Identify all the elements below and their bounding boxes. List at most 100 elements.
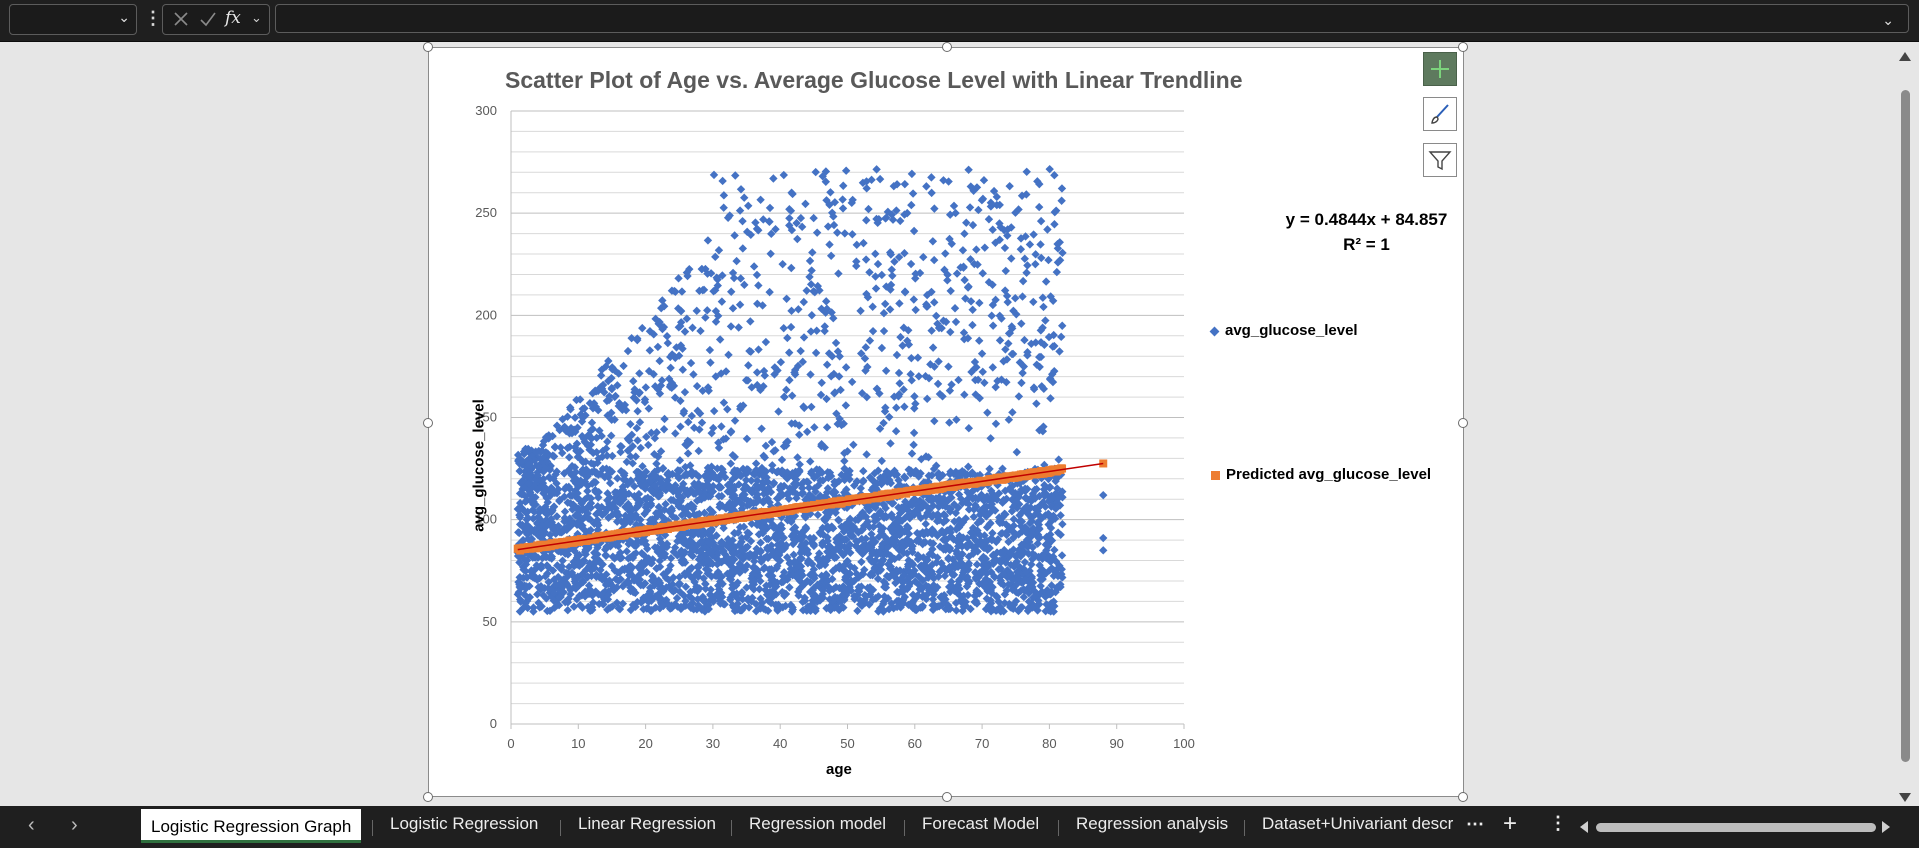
scatter-point bbox=[670, 543, 680, 552]
resize-handle-top[interactable] bbox=[942, 42, 952, 52]
scatter-point bbox=[1025, 537, 1034, 547]
scatter-point bbox=[567, 568, 577, 578]
chevron-down-icon[interactable]: ⌄ bbox=[251, 10, 262, 25]
scatter-point bbox=[773, 606, 782, 615]
chevron-left-icon[interactable]: ‹ bbox=[28, 814, 35, 836]
scatter-point bbox=[693, 594, 702, 604]
scatter-point bbox=[724, 350, 733, 360]
scatter-point bbox=[623, 346, 633, 356]
tab-regression-model[interactable]: Regression model bbox=[749, 814, 887, 833]
scatter-point bbox=[787, 188, 796, 197]
chart-object[interactable]: 0 50 100 150 200 250 300 0 10 20 30 40 50 60 70 80 90 100… bbox=[423, 42, 1468, 802]
scatter-point bbox=[686, 587, 695, 596]
resize-handle-bottom[interactable] bbox=[942, 792, 952, 802]
scatter-point bbox=[641, 495, 651, 504]
resize-handle-bottom-right[interactable] bbox=[1458, 792, 1468, 802]
resize-handle-bottom-left[interactable] bbox=[423, 792, 433, 802]
scatter-point bbox=[989, 556, 999, 565]
scatter-point bbox=[659, 425, 669, 434]
scatter-point bbox=[733, 578, 742, 587]
chart-filters-button[interactable] bbox=[1423, 143, 1457, 177]
scatter-point bbox=[597, 502, 606, 512]
scatter-point bbox=[822, 488, 832, 497]
resize-handle-left[interactable] bbox=[423, 418, 433, 428]
formula-input[interactable]: ⌄ bbox=[275, 4, 1909, 33]
expand-formula-bar-icon[interactable]: ⌄ bbox=[1882, 12, 1894, 28]
scatter-point bbox=[900, 179, 910, 189]
scatter-point bbox=[1046, 292, 1055, 301]
vertical-scrollbar[interactable] bbox=[1897, 44, 1913, 806]
scatter-point bbox=[735, 605, 744, 615]
scatter-point bbox=[836, 385, 845, 395]
chevron-right-icon[interactable]: › bbox=[71, 814, 78, 836]
scatter-point bbox=[1018, 276, 1028, 286]
scatter-point bbox=[922, 302, 931, 311]
scatter-point bbox=[988, 321, 998, 330]
trendline-label[interactable]: y = 0.4844x + 84.857 R² = 1 bbox=[1279, 207, 1454, 257]
scatter-point bbox=[1011, 294, 1020, 303]
resize-handle-right[interactable] bbox=[1458, 418, 1468, 428]
scroll-up-arrow-icon[interactable] bbox=[1899, 52, 1911, 61]
vertical-scroll-thumb[interactable] bbox=[1901, 90, 1910, 762]
scatter-point bbox=[522, 520, 532, 529]
tab-linear-regression[interactable]: Linear Regression bbox=[578, 814, 716, 833]
scatter-point bbox=[1042, 532, 1052, 542]
scatter-point bbox=[856, 545, 865, 555]
scatter-point bbox=[1035, 362, 1044, 372]
scatter-point bbox=[528, 514, 538, 523]
scatter-point bbox=[879, 597, 889, 606]
scatter-point bbox=[930, 362, 939, 371]
scatter-point bbox=[628, 459, 637, 468]
chart-title[interactable]: Scatter Plot of Age vs. Average Glucose … bbox=[505, 67, 1243, 93]
scatter-point bbox=[1039, 384, 1049, 394]
scatter-point bbox=[527, 452, 536, 461]
scatter-point bbox=[996, 223, 1005, 232]
scatter-point bbox=[778, 259, 787, 269]
x-axis-title[interactable]: age bbox=[826, 761, 852, 778]
y-axis-title[interactable]: avg_glucose_level bbox=[470, 399, 488, 532]
scatter-point bbox=[715, 596, 725, 605]
scroll-down-arrow-icon[interactable] bbox=[1899, 793, 1911, 802]
legend-entry-predicted[interactable]: Predicted avg_glucose_level bbox=[1211, 466, 1431, 483]
scatter-point bbox=[573, 573, 582, 582]
scatter-point bbox=[980, 243, 990, 252]
insert-function-button[interactable]: fx bbox=[225, 8, 241, 28]
scatter-point bbox=[956, 494, 966, 504]
scatter-point bbox=[1050, 366, 1059, 376]
name-box[interactable]: ⌄ bbox=[9, 4, 137, 35]
scatter-point bbox=[946, 493, 955, 502]
scatter-point bbox=[1047, 564, 1057, 573]
enter-check-icon[interactable] bbox=[199, 11, 217, 27]
scatter-point bbox=[877, 343, 887, 353]
resize-handle-top-right[interactable] bbox=[1458, 42, 1468, 52]
scatter-point bbox=[703, 236, 713, 245]
tab-logistic-regression[interactable]: Logistic Regression bbox=[390, 814, 539, 833]
scatter-point bbox=[838, 204, 848, 213]
chart-styles-button[interactable] bbox=[1423, 97, 1457, 131]
scatter-point bbox=[955, 531, 964, 541]
scatter-point bbox=[1053, 584, 1062, 593]
scatter-point bbox=[822, 577, 832, 586]
legend-entry-actual[interactable]: avg_glucose_level bbox=[1209, 322, 1358, 339]
scatter-point bbox=[903, 208, 912, 218]
chevron-down-icon[interactable]: ⌄ bbox=[118, 9, 130, 25]
scatter-point bbox=[686, 461, 695, 470]
scatter-point bbox=[964, 505, 974, 514]
resize-handle-top-left[interactable] bbox=[423, 42, 433, 52]
scatter-point bbox=[751, 218, 760, 227]
scatter-point bbox=[1048, 552, 1058, 561]
scatter-point bbox=[653, 385, 663, 394]
scatter-point bbox=[730, 543, 740, 552]
chart-elements-button[interactable] bbox=[1423, 52, 1457, 86]
scatter-point bbox=[1021, 507, 1031, 516]
tab-logistic-regression-graph[interactable]: Logistic Regression Graph bbox=[141, 809, 362, 843]
scatter-point bbox=[1053, 258, 1063, 267]
scatter-point bbox=[945, 210, 955, 219]
scatter-point bbox=[714, 438, 723, 447]
vertical-ellipsis-icon[interactable]: ⋮ bbox=[144, 8, 162, 28]
scatter-point bbox=[912, 528, 922, 538]
scatter-point bbox=[980, 378, 989, 387]
scatter-point bbox=[768, 592, 778, 601]
scatter-point bbox=[1001, 266, 1010, 276]
cancel-icon[interactable] bbox=[173, 11, 189, 27]
